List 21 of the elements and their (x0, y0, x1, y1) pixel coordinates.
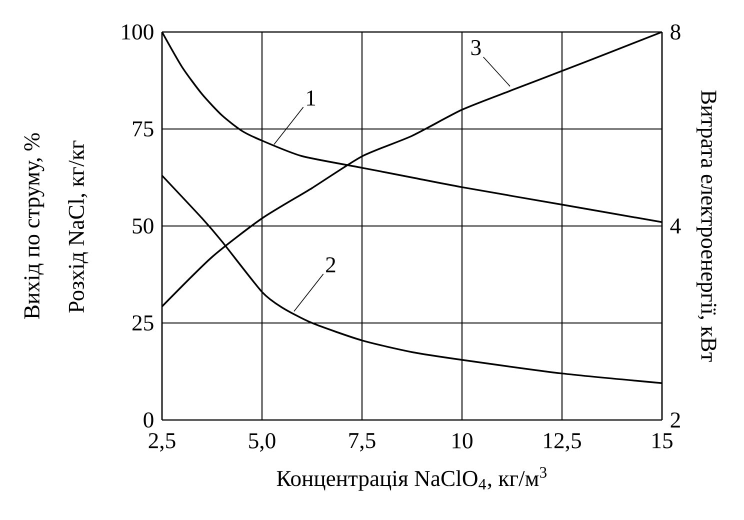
y-tick-label: 0 (144, 412, 154, 428)
y2-axis-title: Витрата електроенергії, кВт (696, 90, 716, 362)
y-tick-label: 50 (132, 218, 154, 234)
annotation: 3 (471, 40, 481, 56)
y-tick-label: 25 (132, 315, 154, 331)
y2-tick-label: 4 (670, 218, 681, 234)
annotation: 2 (326, 257, 336, 272)
y-tick-label: 100 (122, 24, 154, 40)
x-tick-label: 12,5 (544, 433, 581, 452)
y-tick-label: 75 (133, 121, 154, 137)
annotation: 1 (307, 90, 316, 106)
y-axis-title: Вихід по струму, % (24, 133, 44, 319)
x-tick-label: 5,0 (249, 433, 276, 452)
y2-tick-label: 8 (670, 24, 680, 40)
text: Розхід NaCl, кг/кг (68, 140, 88, 313)
x-tick-label: 7,5 (349, 433, 376, 452)
y2-tick-label: 2 (670, 412, 680, 428)
x-tick-label: 2,5 (148, 433, 176, 452)
x-tick-label: 15 (652, 433, 672, 448)
x-tick-label: 10 (452, 433, 472, 448)
x-axis-title: Концентрація NaClO$_{4}$, кг/м$^{3}$ (276, 467, 546, 491)
